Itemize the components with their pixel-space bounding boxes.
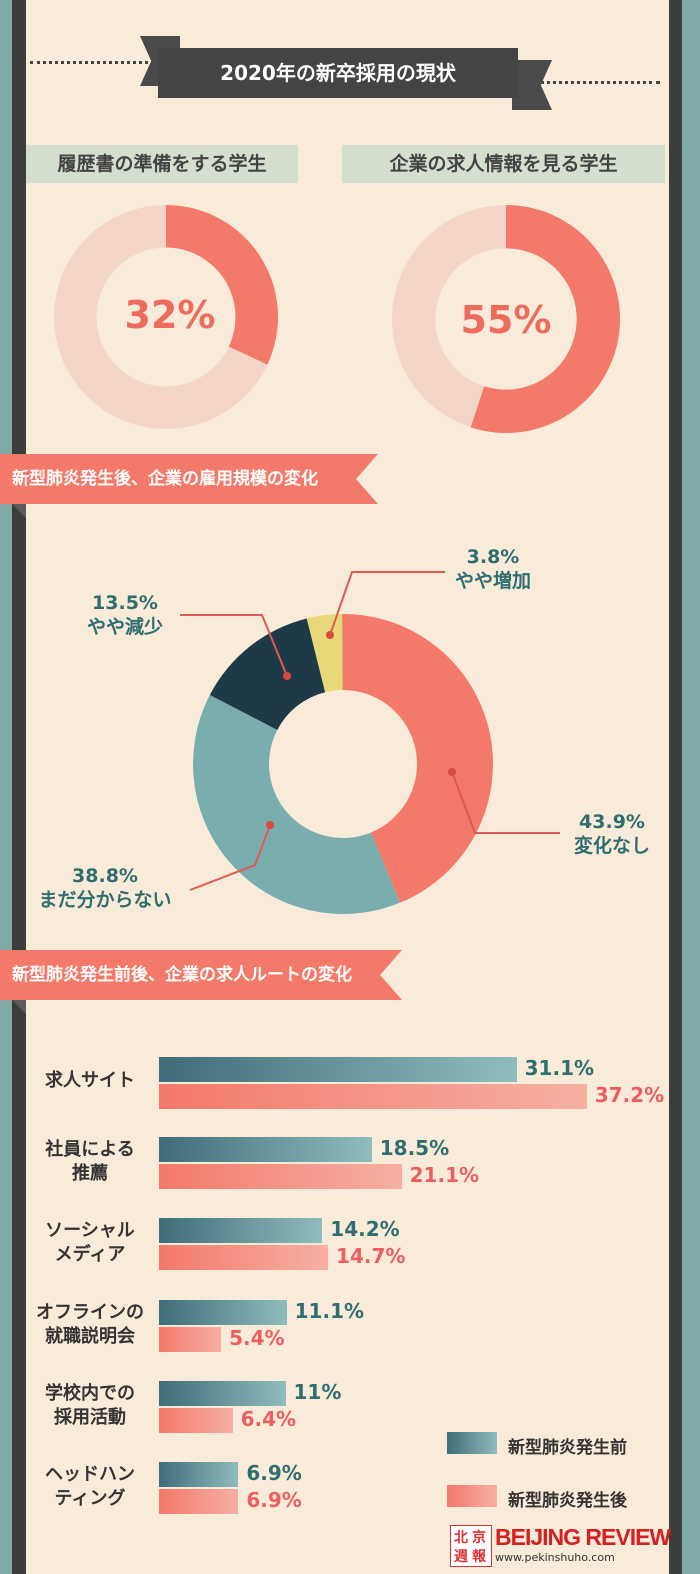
- donut-remainder: [54, 205, 268, 429]
- bar-section-banner: 新型肺炎発生前後、企業の求人ルートの変化: [0, 950, 402, 1000]
- bar-before: [159, 1218, 323, 1243]
- bar-after: [159, 1164, 402, 1189]
- slice-label-decrease: 13.5% やや減少: [70, 591, 180, 639]
- pie-leader-line: [189, 824, 271, 891]
- brand-url: www.pekinshuho.com: [495, 1551, 615, 1564]
- bar-category-label: 求人サイト: [30, 1069, 150, 1093]
- bar-after: [159, 1327, 222, 1352]
- bar-category-label: ヘッドハン ティング: [30, 1463, 150, 1511]
- beijing-review-logo: 北 京 週 報: [450, 1525, 492, 1567]
- bar-category-label: オフラインの 就職説明会: [30, 1301, 150, 1349]
- pie-leader-line: [451, 771, 560, 834]
- donut-remainder: [392, 205, 506, 428]
- donut-1-label: 履歴書の準備をする学生: [26, 145, 298, 183]
- bar-after: [159, 1489, 239, 1514]
- category-line: 学校内での: [45, 1383, 135, 1404]
- bar-before: [159, 1300, 287, 1325]
- dotted-line-left: [30, 61, 148, 64]
- bar-value-label: 21.1%: [409, 1163, 480, 1187]
- slice-value: 38.8%: [72, 865, 138, 887]
- category-line: 求人サイト: [45, 1070, 135, 1091]
- pie-leader-dot: [266, 821, 274, 829]
- slice-name: やや減少: [86, 616, 163, 638]
- slice-label-no-change: 43.9% 変化なし: [552, 810, 672, 858]
- logo-char: 京: [472, 1530, 486, 1546]
- dotted-line-right: [540, 81, 660, 84]
- donut-value-arc: [470, 205, 620, 433]
- bar-value-label: 14.7%: [336, 1244, 406, 1268]
- slice-value: 43.9%: [579, 811, 645, 833]
- slice-value: 3.8%: [466, 546, 520, 568]
- bar-after: [159, 1408, 233, 1433]
- donut-chart-2: [392, 205, 620, 433]
- left-border: [12, 0, 26, 1574]
- category-line: 採用活動: [54, 1407, 126, 1428]
- bar-category-label: 学校内での 採用活動: [30, 1382, 150, 1430]
- legend-swatch-before: [447, 1432, 497, 1454]
- donut-2-label: 企業の求人情報を見る学生: [342, 145, 665, 183]
- bar-after: [159, 1084, 587, 1109]
- slice-value: 13.5%: [92, 592, 158, 614]
- bar-value-label: 14.2%: [330, 1217, 400, 1241]
- pie-leader-line: [180, 614, 288, 677]
- bar-before: [159, 1137, 372, 1162]
- donut-value-arc: [166, 205, 278, 365]
- legend-label-after: 新型肺炎発生後: [508, 1491, 627, 1511]
- logo-char: 報: [472, 1549, 486, 1565]
- pie-slice: [193, 694, 400, 914]
- category-line: ソーシャル: [45, 1220, 135, 1241]
- bar-before: [159, 1462, 239, 1487]
- category-line: ヘッドハン: [45, 1464, 135, 1485]
- page-title: 2020年の新卒採用の現状: [158, 48, 518, 98]
- category-line: ティング: [54, 1488, 126, 1509]
- pie-section-banner: 新型肺炎発生後、企業の雇用規模の変化: [0, 454, 378, 504]
- banner-fold: [12, 504, 26, 518]
- banner-fold: [12, 1000, 26, 1014]
- pie-leader-line: [329, 571, 445, 636]
- logo-char: 北: [454, 1530, 468, 1546]
- pie-slice: [209, 618, 326, 730]
- bar-value-label: 6.9%: [246, 1488, 302, 1512]
- pie-leader-dot: [448, 768, 456, 776]
- right-border: [669, 0, 682, 1574]
- logo-char: 週: [454, 1549, 468, 1565]
- donut-1-value: 32%: [124, 293, 216, 337]
- slice-name: やや増加: [454, 570, 531, 592]
- category-line: メディア: [54, 1244, 126, 1265]
- slice-label-increase: 3.8% やや増加: [438, 545, 548, 593]
- bar-category-label: 社員による 推薦: [30, 1138, 150, 1186]
- legend-swatch-after: [447, 1485, 497, 1507]
- bar-value-label: 31.1%: [524, 1056, 595, 1080]
- bar-after: [159, 1245, 329, 1270]
- bar-before: [159, 1381, 286, 1406]
- donut-chart-1: [54, 205, 278, 429]
- bar-value-label: 11.1%: [294, 1299, 365, 1323]
- bar-category-label: ソーシャル メディア: [30, 1219, 150, 1267]
- legend-label-before: 新型肺炎発生前: [508, 1438, 627, 1458]
- category-line: 推薦: [72, 1163, 108, 1184]
- bar-value-label: 6.9%: [246, 1461, 302, 1485]
- bar-value-label: 11%: [293, 1380, 342, 1404]
- bar-value-label: 6.4%: [240, 1407, 297, 1431]
- pie-chart: [180, 571, 560, 914]
- bar-before: [159, 1057, 517, 1082]
- slice-name: 変化なし: [573, 835, 650, 857]
- slice-name: まだ分からない: [38, 889, 172, 911]
- bar-value-label: 5.4%: [229, 1326, 285, 1350]
- bar-value-label: 18.5%: [379, 1136, 450, 1160]
- category-line: オフラインの: [36, 1302, 144, 1323]
- pie-leader-dot: [326, 631, 334, 639]
- category-line: 就職説明会: [45, 1326, 135, 1347]
- donut-2-value: 55%: [460, 298, 552, 342]
- pie-leader-dot: [283, 672, 291, 680]
- pie-slice: [342, 614, 494, 903]
- slice-label-unknown: 38.8% まだ分からない: [20, 864, 190, 912]
- brand-name: BEIJING REVIEW: [495, 1524, 671, 1550]
- category-line: 社員による: [45, 1139, 135, 1160]
- bar-value-label: 37.2%: [594, 1083, 665, 1107]
